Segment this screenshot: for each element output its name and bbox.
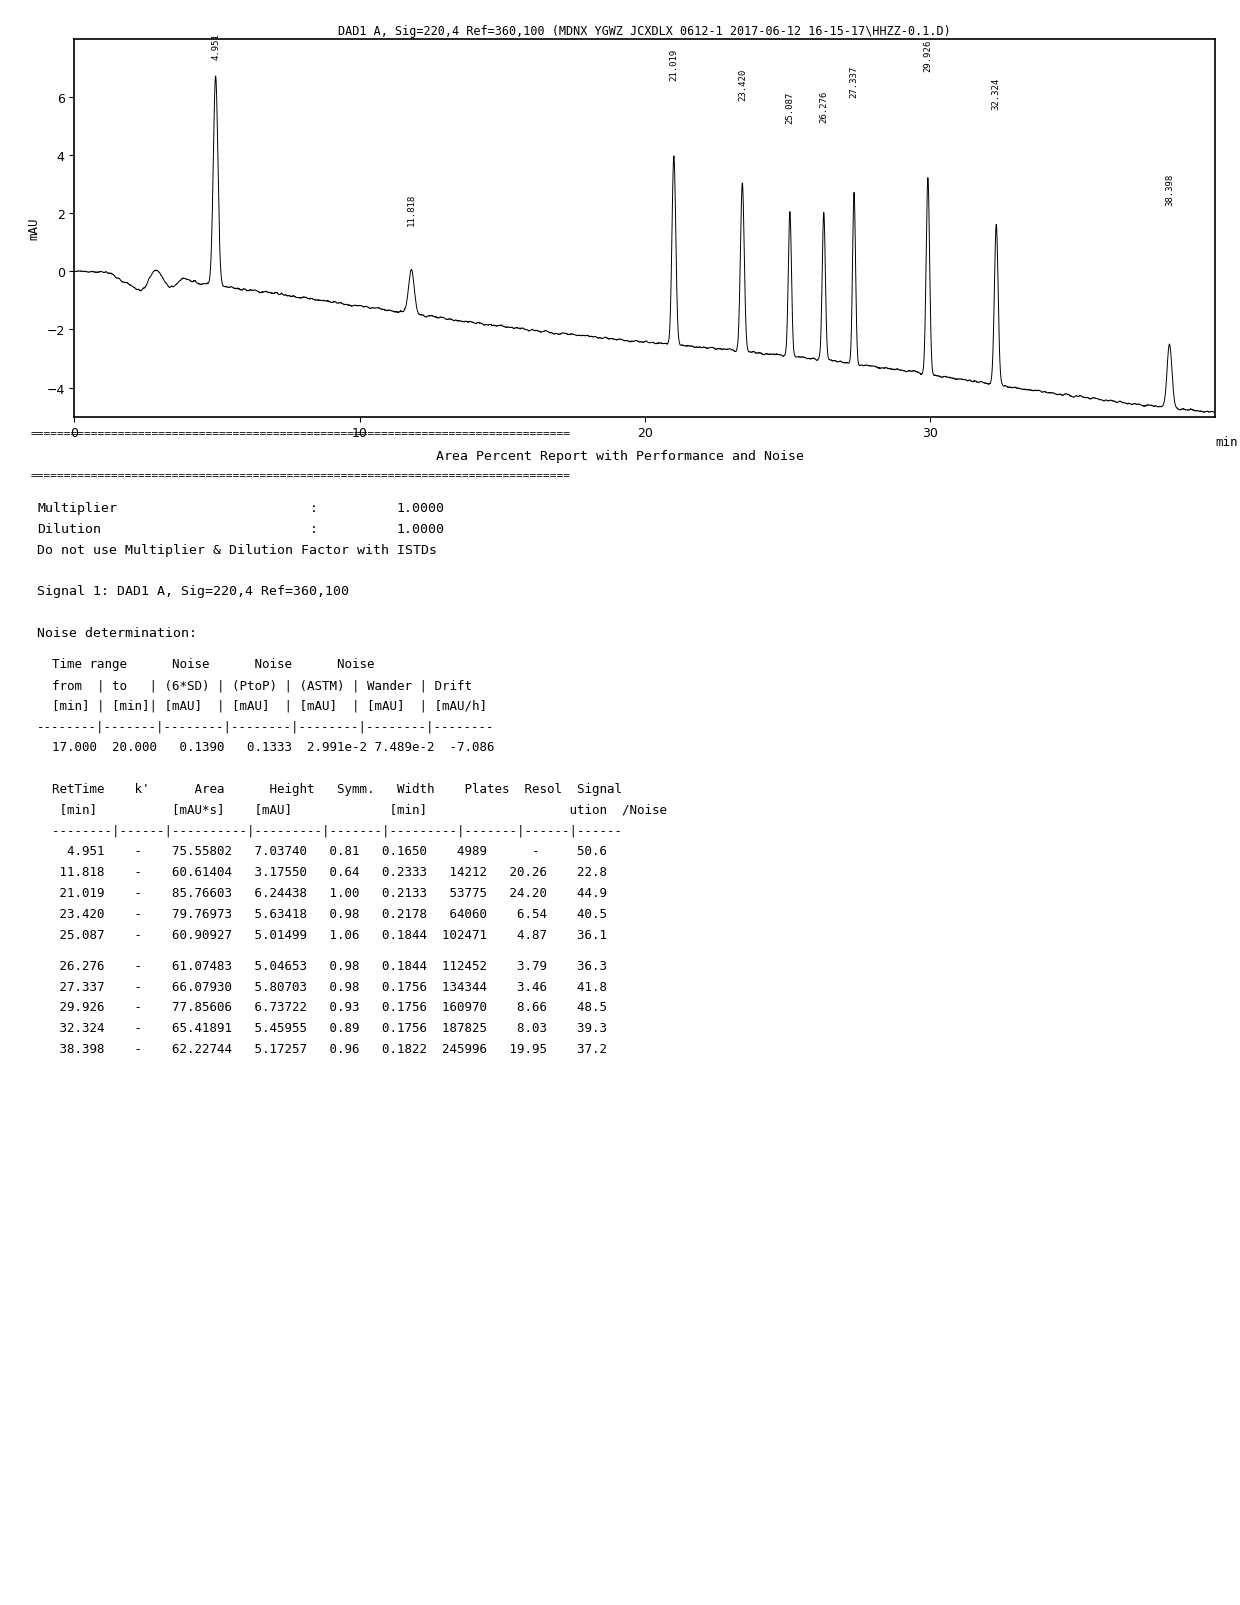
Text: Noise determination:: Noise determination: bbox=[37, 626, 197, 640]
Text: 11.818    -    60.61404   3.17550   0.64   0.2333   14212   20.26    22.8: 11.818 - 60.61404 3.17550 0.64 0.2333 14… bbox=[37, 865, 608, 878]
Text: 29.926    -    77.85606   6.73722   0.93   0.1756  160970    8.66    48.5: 29.926 - 77.85606 6.73722 0.93 0.1756 16… bbox=[37, 1002, 608, 1014]
Text: :: : bbox=[310, 523, 317, 536]
Text: 23.420    -    79.76973   5.63418   0.98   0.2178   64060    6.54    40.5: 23.420 - 79.76973 5.63418 0.98 0.2178 64… bbox=[37, 907, 608, 920]
Text: 1.0000: 1.0000 bbox=[397, 502, 445, 515]
Text: 32.324: 32.324 bbox=[992, 77, 1001, 109]
Text: Dilution: Dilution bbox=[37, 523, 102, 536]
Text: RetTime    k'      Area      Height   Symm.   Width    Plates  Resol  Signal: RetTime k' Area Height Symm. Width Plate… bbox=[37, 783, 622, 796]
Text: 1.0000: 1.0000 bbox=[397, 523, 445, 536]
Text: 25.087: 25.087 bbox=[785, 91, 795, 124]
Text: --------|------|----------|---------|-------|---------|-------|------|------: --------|------|----------|---------|---… bbox=[37, 823, 622, 838]
Text: [min] | [min]| [mAU]  | [mAU]  | [mAU]  | [mAU]  | [mAU/h]: [min] | [min]| [mAU] | [mAU] | [mAU] | [… bbox=[37, 700, 487, 713]
Text: --------|-------|--------|--------|--------|--------|--------: --------|-------|--------|--------|-----… bbox=[37, 721, 495, 733]
Text: 26.276    -    61.07483   5.04653   0.98   0.1844  112452    3.79    36.3: 26.276 - 61.07483 5.04653 0.98 0.1844 11… bbox=[37, 960, 608, 973]
Text: 4.951    -    75.55802   7.03740   0.81   0.1650    4989      -     50.6: 4.951 - 75.55802 7.03740 0.81 0.1650 498… bbox=[37, 844, 608, 857]
Text: from  | to   | (6*SD) | (PtoP) | (ASTM) | Wander | Drift: from | to | (6*SD) | (PtoP) | (ASTM) | W… bbox=[37, 679, 472, 692]
Text: Signal 1: DAD1 A, Sig=220,4 Ref=360,100: Signal 1: DAD1 A, Sig=220,4 Ref=360,100 bbox=[37, 586, 350, 599]
Text: 21.019: 21.019 bbox=[670, 48, 678, 80]
Text: 27.337: 27.337 bbox=[849, 66, 858, 98]
Text: 11.818: 11.818 bbox=[407, 194, 415, 226]
Text: 4.951: 4.951 bbox=[211, 34, 221, 61]
Text: Multiplier: Multiplier bbox=[37, 502, 118, 515]
X-axis label: min: min bbox=[1215, 437, 1238, 449]
Text: ================================================================================: ========================================… bbox=[31, 429, 570, 440]
Y-axis label: mAU: mAU bbox=[27, 217, 41, 241]
Text: Time range      Noise      Noise      Noise: Time range Noise Noise Noise bbox=[37, 658, 374, 671]
Text: 38.398    -    62.22744   5.17257   0.96   0.1822  245996   19.95    37.2: 38.398 - 62.22744 5.17257 0.96 0.1822 24… bbox=[37, 1042, 608, 1056]
Text: 17.000  20.000   0.1390   0.1333  2.991e-2 7.489e-2  -7.086: 17.000 20.000 0.1390 0.1333 2.991e-2 7.4… bbox=[37, 742, 495, 754]
Text: 23.420: 23.420 bbox=[738, 69, 746, 101]
Text: 21.019    -    85.76603   6.24438   1.00   0.2133   53775   24.20    44.9: 21.019 - 85.76603 6.24438 1.00 0.2133 53… bbox=[37, 886, 608, 899]
Text: :: : bbox=[310, 502, 317, 515]
Text: [min]          [mAU*s]    [mAU]             [min]                   ution  /Nois: [min] [mAU*s] [mAU] [min] ution /Nois bbox=[37, 802, 667, 817]
Text: 27.337    -    66.07930   5.80703   0.98   0.1756  134344    3.46    41.8: 27.337 - 66.07930 5.80703 0.98 0.1756 13… bbox=[37, 981, 608, 993]
Text: Area Percent Report with Performance and Noise: Area Percent Report with Performance and… bbox=[436, 449, 804, 462]
Text: 25.087    -    60.90927   5.01499   1.06   0.1844  102471    4.87    36.1: 25.087 - 60.90927 5.01499 1.06 0.1844 10… bbox=[37, 928, 608, 941]
Text: Do not use Multiplier & Dilution Factor with ISTDs: Do not use Multiplier & Dilution Factor … bbox=[37, 544, 438, 557]
Text: 38.398: 38.398 bbox=[1166, 173, 1174, 205]
Text: ================================================================================: ========================================… bbox=[31, 470, 570, 482]
Text: 32.324    -    65.41891   5.45955   0.89   0.1756  187825    8.03    39.3: 32.324 - 65.41891 5.45955 0.89 0.1756 18… bbox=[37, 1021, 608, 1035]
Text: 26.276: 26.276 bbox=[820, 90, 828, 124]
Text: 29.926: 29.926 bbox=[924, 40, 932, 72]
Title: DAD1 A, Sig=220,4 Ref=360,100 (MDNX YGWZ JCXDLX 0612-1 2017-06-12 16-15-17\HHZZ-: DAD1 A, Sig=220,4 Ref=360,100 (MDNX YGWZ… bbox=[339, 24, 951, 37]
